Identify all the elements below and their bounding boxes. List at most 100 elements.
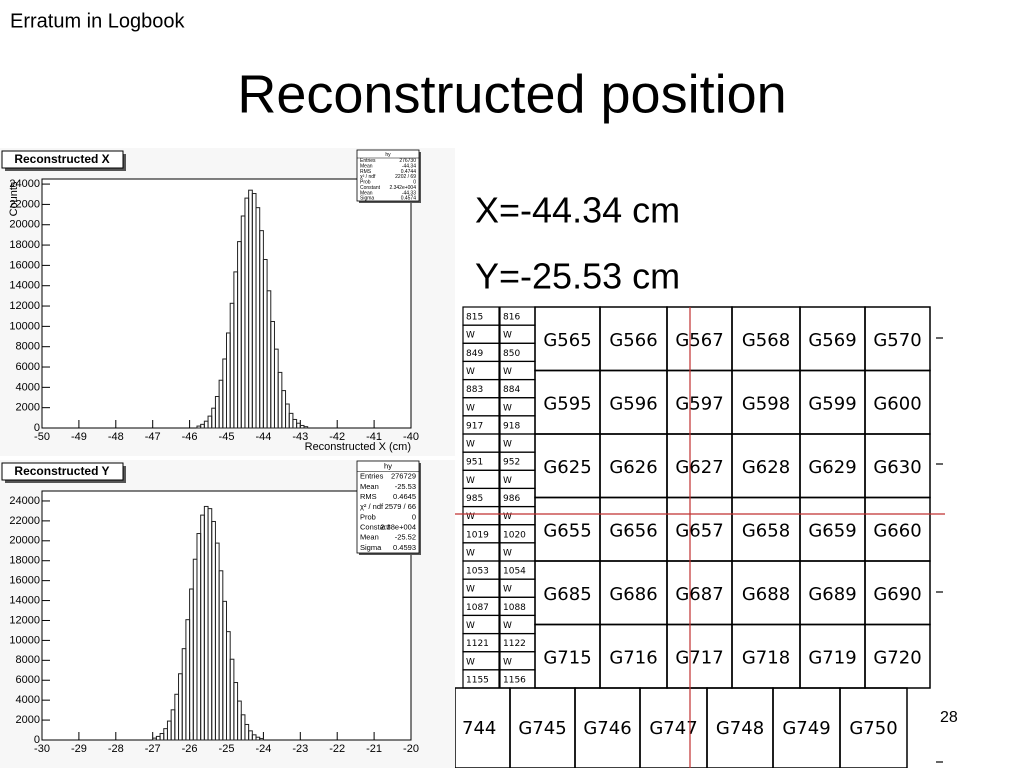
cell-label: G629 bbox=[808, 457, 856, 478]
pixel-map: 815 W 849 W 883 W 917 W 951 W 985 W 1019 W 1053 W 1087 W 1… bbox=[454, 306, 945, 768]
y-tick-label: 16000 bbox=[9, 259, 40, 271]
cell-label: 1020 bbox=[503, 530, 526, 540]
stats-label: Prob bbox=[360, 512, 376, 521]
stats-label: Mean bbox=[360, 533, 379, 542]
y-tick-label: 8000 bbox=[16, 341, 40, 353]
stats-label: Constant bbox=[360, 185, 381, 191]
x-tick-label: -26 bbox=[182, 743, 198, 755]
title-box bbox=[1, 462, 124, 481]
cell-label: W bbox=[466, 403, 475, 413]
y-tick-label: 18000 bbox=[9, 555, 40, 567]
stats-value: -44.34 bbox=[402, 163, 416, 169]
cell-label: W bbox=[503, 403, 512, 413]
stats-value: 276730 bbox=[399, 158, 416, 164]
x-tick-label: -23 bbox=[292, 743, 308, 755]
cell-label: W bbox=[503, 440, 512, 450]
cell-label: G750 bbox=[849, 718, 897, 739]
stats-label: Sigma bbox=[360, 196, 374, 202]
stats-label: Mean bbox=[360, 482, 379, 491]
cell-label: G566 bbox=[609, 330, 657, 351]
cell-label: W bbox=[503, 585, 512, 595]
cell-label: W bbox=[466, 548, 475, 558]
x-tick-label: -25 bbox=[219, 743, 235, 755]
cell-label: W bbox=[466, 367, 475, 377]
y-tick-label: 4000 bbox=[16, 694, 40, 706]
cell-label: 1121 bbox=[466, 639, 489, 649]
y-tick-label: 0 bbox=[34, 734, 40, 746]
cell-label: G600 bbox=[873, 393, 921, 414]
stats-label: RMS bbox=[360, 492, 377, 501]
stats-title: hy bbox=[385, 152, 391, 158]
y-tick-label: 4000 bbox=[16, 381, 40, 393]
x-tick-label: -28 bbox=[108, 743, 124, 755]
stats-value: 0 bbox=[412, 512, 416, 521]
cell-label: 917 bbox=[466, 421, 483, 431]
stats-box bbox=[356, 149, 420, 202]
stats-value: 2.342e+004 bbox=[389, 185, 416, 191]
cell-label: G598 bbox=[742, 393, 790, 414]
y-tick-label: 12000 bbox=[9, 300, 40, 312]
y-tick-label: 16000 bbox=[9, 575, 40, 587]
stats-label: RMS bbox=[360, 169, 372, 175]
cell-label: G625 bbox=[543, 457, 591, 478]
cell-label: W bbox=[466, 657, 475, 667]
cell-label: 816 bbox=[503, 313, 520, 323]
y-tick-label: 24000 bbox=[9, 495, 40, 507]
stats-label: Entries bbox=[360, 472, 384, 481]
stats-value: -25.52 bbox=[395, 533, 416, 542]
cell-label: W bbox=[503, 476, 512, 486]
cell-label: 951 bbox=[466, 458, 483, 468]
stats-label: Entries bbox=[360, 158, 376, 164]
cell-label: G656 bbox=[609, 520, 657, 541]
x-tick-label: -44 bbox=[255, 431, 271, 443]
stats-value: 2202 / 69 bbox=[395, 174, 416, 180]
cell-label: G655 bbox=[543, 520, 591, 541]
stats-label: χ² / ndf bbox=[360, 174, 376, 180]
cell-label: G569 bbox=[808, 330, 856, 351]
cell-label: G685 bbox=[543, 584, 591, 605]
y-tick-label: 12000 bbox=[9, 614, 40, 626]
x-tick-label: -20 bbox=[403, 743, 419, 755]
y-tick-label: 20000 bbox=[9, 535, 40, 547]
cell-label: G689 bbox=[808, 584, 856, 605]
cell-label: G627 bbox=[675, 457, 723, 478]
cell-label: G686 bbox=[609, 584, 657, 605]
cell-label: 1054 bbox=[503, 567, 526, 577]
cell-label: G660 bbox=[873, 520, 921, 541]
cell-label: G565 bbox=[543, 330, 591, 351]
cell-label: 1156 bbox=[503, 675, 526, 685]
x-tick-label: -24 bbox=[255, 743, 271, 755]
cell-label: 849 bbox=[466, 349, 483, 359]
cell-label: G748 bbox=[716, 718, 764, 739]
cell-label: G716 bbox=[609, 647, 657, 668]
stats-label: Prob bbox=[360, 180, 371, 186]
stats-label: Sigma bbox=[360, 543, 382, 552]
cell-label: 850 bbox=[503, 349, 520, 359]
y-tick-label: 2000 bbox=[16, 714, 40, 726]
cell-label: 1087 bbox=[466, 603, 489, 613]
y-tick-label: 8000 bbox=[16, 654, 40, 666]
x-tick-label: -21 bbox=[366, 743, 382, 755]
cell-label: G568 bbox=[742, 330, 790, 351]
stats-value: 276729 bbox=[391, 472, 416, 481]
result: X=-44.34 cm bbox=[475, 190, 680, 231]
title-box bbox=[1, 150, 124, 169]
cell-label: G599 bbox=[808, 393, 856, 414]
cell-label: W bbox=[503, 331, 512, 341]
y-tick-label: 14000 bbox=[9, 280, 40, 292]
stats-box bbox=[356, 460, 420, 554]
stats-value: 0.4645 bbox=[393, 492, 416, 501]
stats-title: hy bbox=[384, 462, 392, 471]
cell-label: 884 bbox=[503, 385, 520, 395]
cell-label: 883 bbox=[466, 385, 483, 395]
x-tick-label: -46 bbox=[182, 431, 198, 443]
cell-label: W bbox=[466, 585, 475, 595]
cell-label: G659 bbox=[808, 520, 856, 541]
cell-label: G715 bbox=[543, 647, 591, 668]
x-tick-label: -22 bbox=[329, 743, 345, 755]
cell-label: G687 bbox=[675, 584, 723, 605]
stats-value: 0.4593 bbox=[393, 543, 416, 552]
stats-value: -44.33 bbox=[402, 190, 416, 196]
x-tick-label: -42 bbox=[329, 431, 345, 443]
y-tick-label: 10000 bbox=[9, 320, 40, 332]
